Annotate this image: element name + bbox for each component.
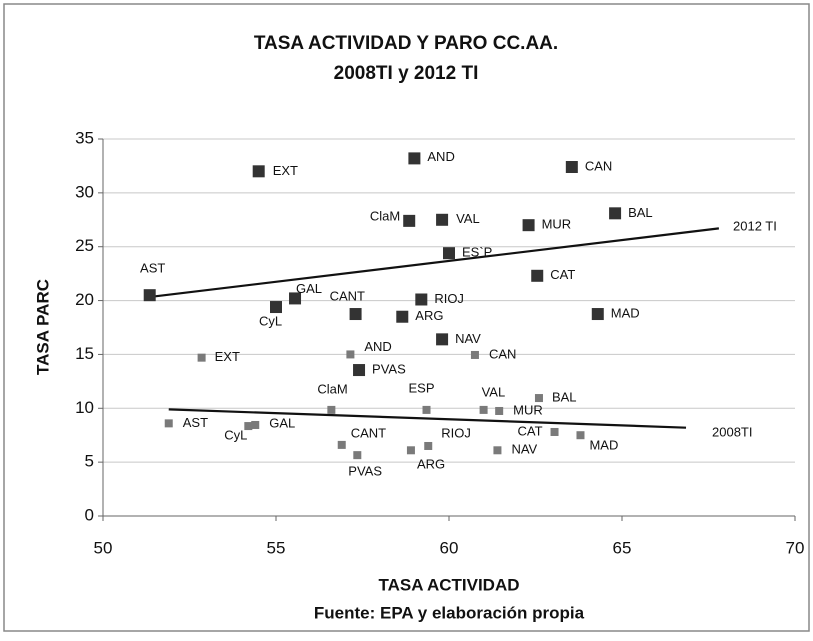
point-label: GAL <box>269 415 295 430</box>
point-label: ES`P <box>462 245 492 260</box>
point <box>252 165 265 178</box>
point <box>396 310 409 323</box>
point <box>436 213 449 226</box>
point <box>143 289 156 302</box>
point <box>609 207 622 220</box>
point <box>408 152 421 165</box>
y-tick-label: 15 <box>75 344 94 363</box>
point-label: NAV <box>511 442 537 457</box>
x-axis-title: TASA ACTIVIDAD <box>378 575 519 594</box>
point-label: CAT <box>550 267 575 282</box>
y-tick-label: 10 <box>75 398 94 417</box>
y-axis-title: TASA PARC <box>33 279 52 375</box>
point-label: CANT <box>351 425 386 440</box>
point-label: ESP <box>409 380 435 395</box>
point <box>534 394 543 403</box>
point <box>337 440 346 449</box>
point-label: EXT <box>273 163 298 178</box>
point <box>164 419 173 428</box>
x-tick-label: 60 <box>440 538 459 557</box>
x-tick-label: 55 <box>267 538 286 557</box>
point-label: MAD <box>589 438 618 453</box>
point <box>327 405 336 414</box>
point-label: BAL <box>628 205 653 220</box>
trend-label: 2012 TI <box>733 218 777 233</box>
point <box>349 308 362 321</box>
point-label: BAL <box>552 389 577 404</box>
point <box>244 422 253 431</box>
point-label: CANT <box>330 288 365 303</box>
point-label: PVAS <box>372 361 406 376</box>
point <box>251 420 260 429</box>
point-label: CAN <box>585 158 612 173</box>
point-label: AST <box>183 415 208 430</box>
x-tick-label: 65 <box>613 538 632 557</box>
point <box>576 431 585 440</box>
point-label: CyL <box>259 313 282 328</box>
y-tick-label: 5 <box>85 452 94 471</box>
point <box>289 292 302 305</box>
point <box>270 301 282 314</box>
point-label: AST <box>140 261 165 276</box>
chart-title: TASA ACTIVIDAD Y PARO CC.AA. <box>254 33 558 54</box>
point-label: MAD <box>611 305 640 320</box>
point-label: ARG <box>417 457 445 472</box>
point <box>415 293 428 306</box>
trend-line <box>168 408 687 429</box>
point <box>443 247 455 260</box>
x-tick-label: 50 <box>94 538 113 557</box>
point <box>436 333 449 346</box>
point-label: RIOJ <box>441 425 471 440</box>
point-label: ClaM <box>370 208 400 223</box>
source-note: Fuente: EPA y elaboración propia <box>314 603 585 622</box>
point <box>550 427 559 436</box>
point <box>353 451 362 460</box>
point-label: MUR <box>513 402 543 417</box>
y-tick-label: 25 <box>75 236 94 255</box>
point <box>197 353 206 362</box>
x-tick-label: 70 <box>786 538 805 557</box>
trend-label: 2008TI <box>712 424 752 439</box>
point-label: RIOJ <box>434 291 464 306</box>
point-label: AND <box>427 149 454 164</box>
point-label: GAL <box>296 281 322 296</box>
point-label: EXT <box>215 349 240 364</box>
point <box>531 269 544 282</box>
point <box>406 446 415 455</box>
trend-line <box>146 227 720 299</box>
point <box>424 441 433 450</box>
point <box>470 350 479 359</box>
point-label: CAN <box>489 346 516 361</box>
point <box>522 219 535 232</box>
point-label: CAT <box>518 423 543 438</box>
point-label: ClaM <box>317 381 347 396</box>
point <box>591 308 604 321</box>
point <box>353 364 366 377</box>
point <box>493 446 502 455</box>
point-label: MUR <box>542 217 572 232</box>
point <box>565 161 578 174</box>
point-label: CyL <box>224 427 247 442</box>
point <box>403 214 416 227</box>
point-label: AND <box>364 339 391 354</box>
point <box>479 405 488 414</box>
y-tick-label: 30 <box>75 182 94 201</box>
point-label: VAL <box>482 384 506 399</box>
point-label: NAV <box>455 331 481 346</box>
y-tick-label: 35 <box>75 128 94 147</box>
point-label: ARG <box>415 308 443 323</box>
point <box>495 406 504 415</box>
y-tick-label: 20 <box>75 290 94 309</box>
y-tick-label: 0 <box>85 505 94 524</box>
point <box>422 405 431 414</box>
point <box>346 350 355 359</box>
point-label: VAL <box>456 211 480 226</box>
point-label: PVAS <box>348 464 382 479</box>
chart-subtitle: 2008TI y 2012 TI <box>334 63 479 84</box>
